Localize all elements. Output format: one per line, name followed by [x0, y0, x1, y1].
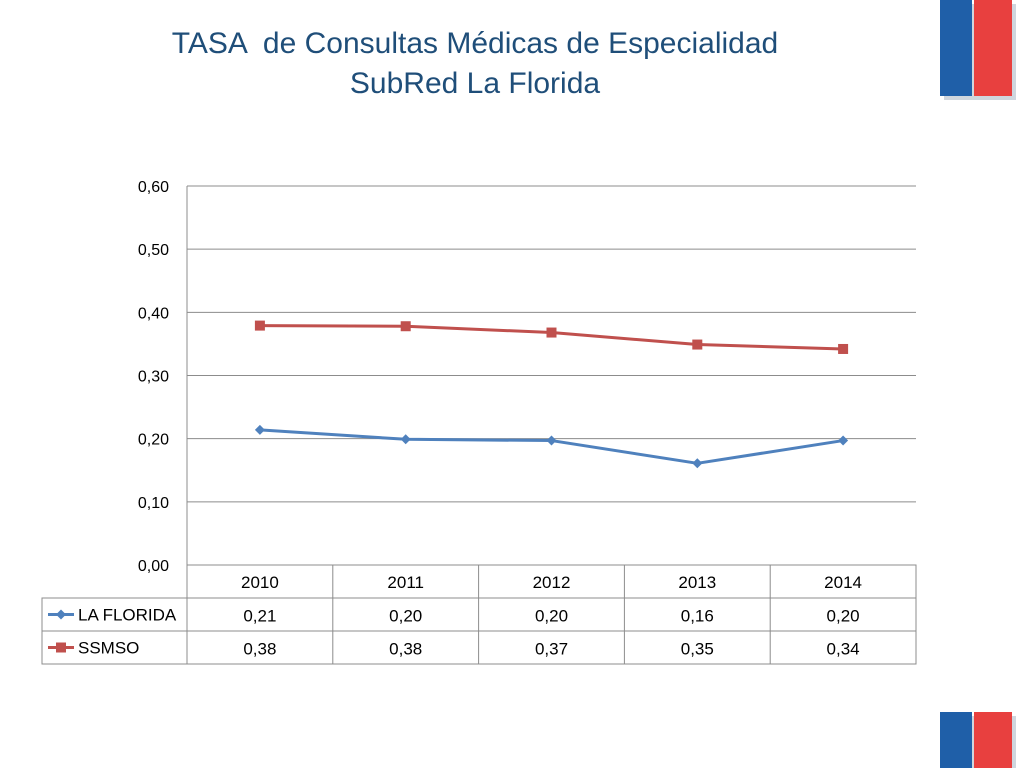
flag-decoration-top	[940, 0, 1016, 100]
data-point-marker	[692, 339, 703, 350]
data-point-marker	[692, 458, 703, 469]
data-point-marker	[838, 435, 849, 446]
x-category-label: 2012	[533, 573, 571, 592]
data-point-marker	[546, 327, 557, 338]
chart-title-line-2: SubRed La Florida	[349, 67, 601, 100]
flag-decoration-bottom	[940, 712, 1016, 768]
data-table-value: 0,21	[243, 607, 276, 626]
x-category-label: 2011	[387, 573, 424, 592]
y-tick-label: 0,30	[138, 369, 169, 386]
legend-marker	[56, 609, 66, 620]
data-table-value: 0,34	[827, 640, 860, 659]
legend-series-name: SSMSO	[78, 639, 139, 658]
data-table-value: 0,38	[243, 640, 276, 659]
y-tick-label: 0,50	[138, 242, 169, 259]
data-point-marker	[546, 435, 557, 446]
data-table-value: 0,20	[827, 607, 860, 626]
chart-title-line-1: TASA de Consultas Médicas de Especialida…	[171, 27, 779, 60]
y-tick-label: 0,60	[138, 179, 169, 196]
data-table-value: 0,16	[681, 607, 714, 626]
data-point-marker	[254, 424, 265, 435]
data-table-value: 0,20	[389, 607, 422, 626]
data-table-value: 0,20	[535, 607, 568, 626]
data-point-marker	[254, 320, 265, 331]
legend-marker	[56, 642, 66, 653]
x-category-label: 2013	[678, 573, 716, 592]
y-tick-label: 0,00	[138, 558, 169, 575]
data-point-marker	[838, 343, 849, 354]
chart-title: TASA de Consultas Médicas de Especialida…	[100, 24, 850, 104]
x-category-label: 2014	[824, 573, 862, 592]
data-point-marker	[400, 321, 411, 332]
data-table-value: 0,38	[389, 640, 422, 659]
series-line-la-florida	[259, 428, 844, 465]
y-tick-label: 0,40	[138, 305, 169, 322]
legend-series-name: LA FLORIDA	[78, 606, 177, 625]
data-table-value: 0,37	[535, 640, 568, 659]
x-category-label: 2010	[241, 573, 279, 592]
data-table-value: 0,35	[681, 640, 714, 659]
y-tick-label: 0,10	[138, 495, 169, 512]
y-tick-label: 0,20	[138, 432, 169, 449]
data-point-marker	[400, 434, 411, 445]
